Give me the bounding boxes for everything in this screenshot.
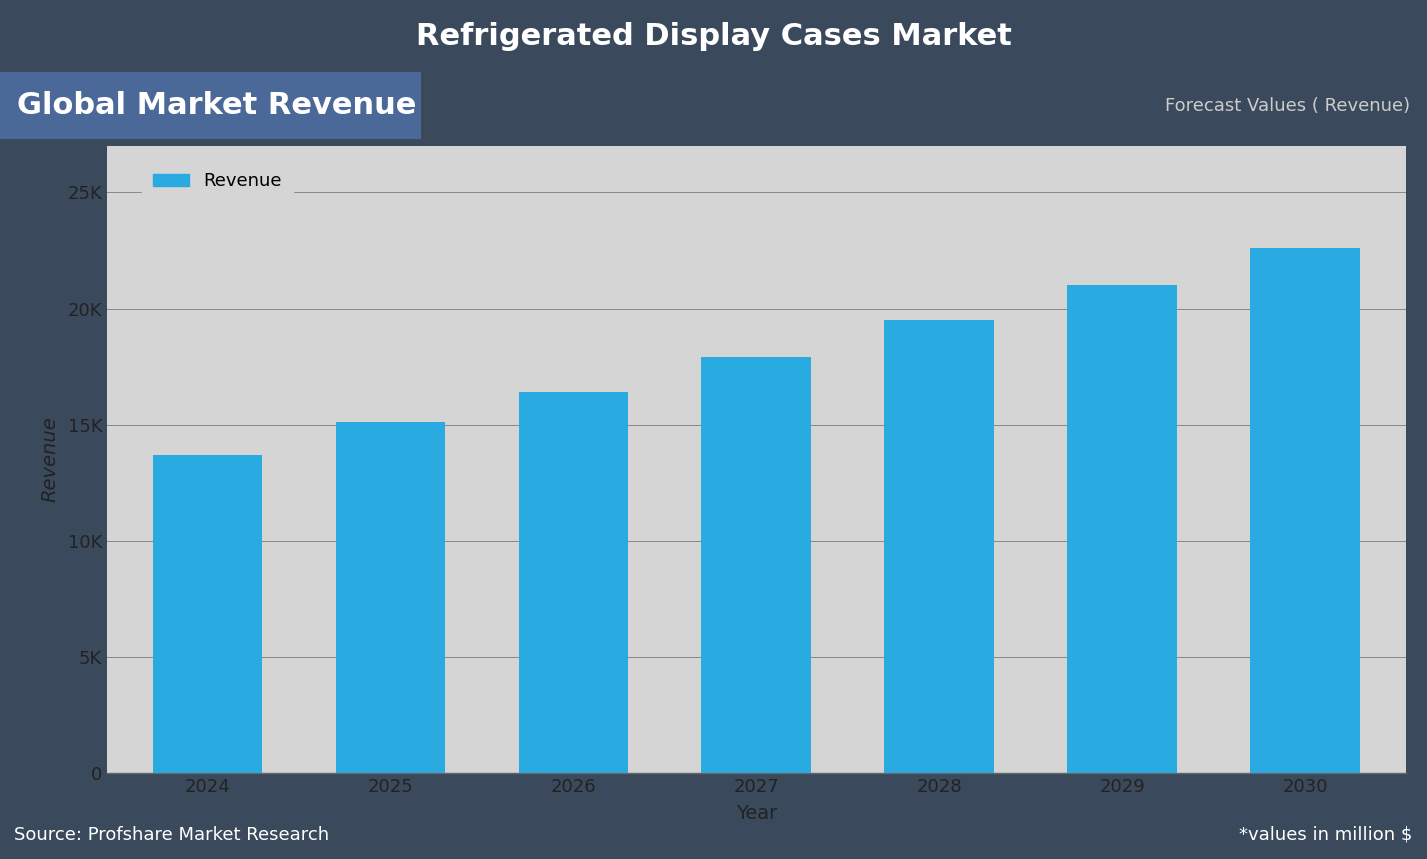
Bar: [1067, 285, 1177, 773]
Bar: [518, 393, 628, 773]
Bar: [885, 320, 995, 773]
Legend: Revenue: Revenue: [143, 161, 293, 201]
Bar: [1250, 248, 1360, 773]
Text: Source: Profshare Market Research: Source: Profshare Market Research: [14, 826, 330, 844]
Y-axis label: Revenue: Revenue: [40, 417, 59, 503]
Bar: [153, 455, 263, 773]
Bar: [335, 423, 445, 773]
Text: Forecast Values ( Revenue): Forecast Values ( Revenue): [1164, 97, 1410, 114]
Text: Global Market Revenue: Global Market Revenue: [17, 91, 417, 120]
X-axis label: Year: Year: [736, 804, 776, 823]
Text: *values in million $: *values in million $: [1240, 826, 1413, 844]
Bar: [702, 357, 811, 773]
Text: Refrigerated Display Cases Market: Refrigerated Display Cases Market: [415, 21, 1012, 51]
FancyBboxPatch shape: [0, 72, 421, 139]
